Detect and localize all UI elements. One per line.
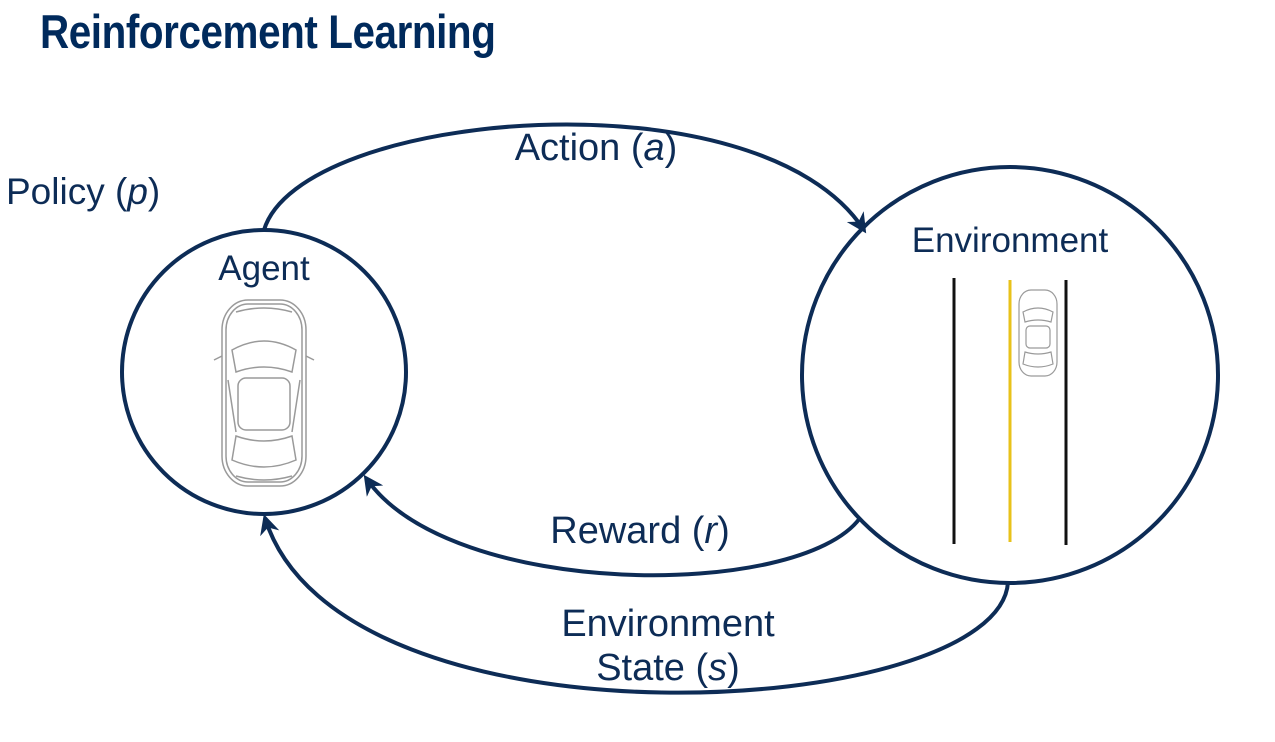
- policy-label: Policy (p): [6, 171, 160, 212]
- agent-label: Agent: [218, 249, 310, 288]
- action-label: Action (a): [515, 127, 678, 169]
- action-arrow: [262, 122, 867, 234]
- car-top-view-icon: [213, 299, 315, 487]
- reward-label: Reward (r): [550, 510, 729, 552]
- state-label-line1: Environment: [561, 603, 775, 645]
- state-arrow: [260, 514, 1010, 695]
- state-label-line2: State (s): [596, 647, 740, 689]
- environment-label: Environment: [912, 221, 1109, 260]
- reward-arrow: [363, 474, 862, 578]
- road-with-car-icon: [952, 278, 1068, 545]
- environment-node: [800, 165, 1220, 585]
- page-title: Reinforcement Learning: [40, 5, 496, 58]
